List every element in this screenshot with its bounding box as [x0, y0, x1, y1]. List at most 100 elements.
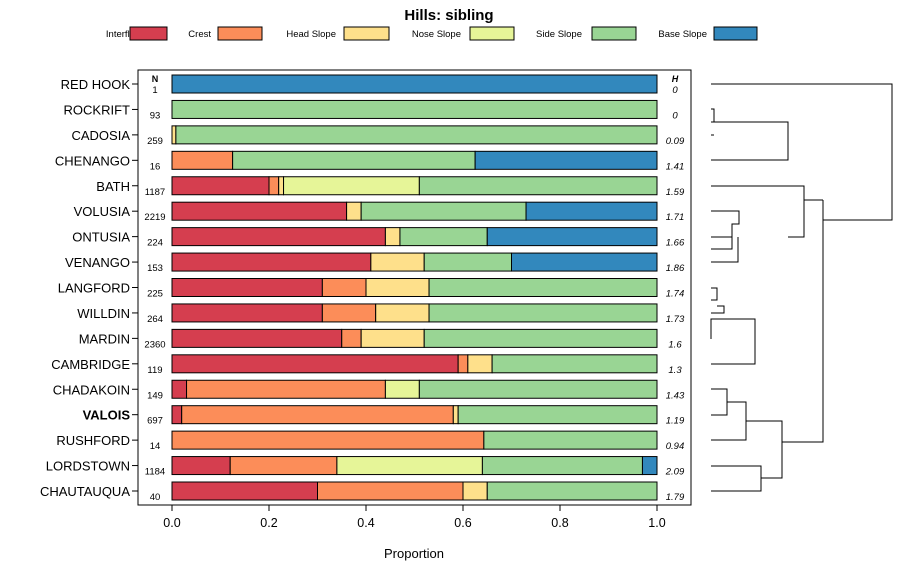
bar-chadakoin-crest	[186, 379, 386, 399]
bar-cadosia-side-slope	[175, 125, 658, 145]
category-label-valois: VALOIS	[83, 408, 131, 423]
bar-lordstown-base-slope	[641, 456, 658, 476]
bar-bath-side-slope	[418, 176, 658, 196]
h-value-cambridge: 1.3	[668, 365, 682, 376]
dendrogram-branch	[711, 305, 725, 314]
bar-chadakoin-side-slope	[418, 379, 658, 399]
bar-cambridge-interfluve	[171, 354, 459, 374]
category-label-chadakoin: CHADAKOIN	[53, 382, 130, 397]
category-label-rushford: RUSHFORD	[56, 433, 130, 448]
dendrogram-branch	[711, 420, 783, 479]
bar-chenango-crest	[171, 150, 234, 170]
h-value-valois: 1.19	[666, 416, 685, 427]
bar-valois-side-slope	[457, 405, 658, 425]
h-value-ontusia: 1.66	[666, 238, 685, 249]
category-label-cambridge: CAMBRIDGE	[51, 357, 130, 372]
bar-venango-base-slope	[511, 252, 658, 272]
x-tick-label: 0.4	[357, 516, 374, 530]
bar-cambridge-crest	[457, 354, 469, 374]
bar-valois-head-slope	[452, 405, 459, 425]
x-axis-label: Proportion	[384, 546, 444, 561]
bar-venango-side-slope	[423, 252, 513, 272]
h-value-langford: 1.74	[666, 289, 685, 300]
chart-title: Hills: sibling	[404, 7, 493, 24]
bar-volusia-side-slope	[360, 201, 527, 221]
x-tick-label: 1.0	[648, 516, 665, 530]
bar-willdin-side-slope	[428, 303, 658, 323]
bar-cadosia-head-slope	[171, 125, 177, 145]
h-value-willdin: 1.73	[666, 314, 685, 325]
bar-langford-head-slope	[365, 278, 430, 297]
dendrogram-branch	[782, 200, 824, 443]
n-value-rushford: 14	[150, 441, 161, 452]
dendrogram-branch	[710, 318, 755, 339]
x-tick-label: 0.0	[163, 516, 180, 530]
bar-venango-head-slope	[370, 252, 425, 272]
bar-langford-interfluve	[171, 278, 323, 297]
category-label-red-hook: RED HOOK	[61, 77, 131, 92]
category-label-chenango: CHENANGO	[55, 153, 130, 168]
n-value-ontusia: 224	[147, 238, 163, 249]
category-label-cadosia: CADOSIA	[71, 128, 130, 143]
dendrogram-branch	[711, 83, 893, 221]
n-value-langford: 225	[147, 289, 163, 300]
bar-chenango-side-slope	[232, 150, 476, 170]
n-column-header: N	[152, 74, 159, 84]
bar-cambridge-head-slope	[467, 354, 493, 374]
dendrogram-branch	[711, 478, 762, 492]
n-value-chadakoin: 149	[147, 390, 163, 401]
n-value-venango: 153	[147, 263, 163, 274]
bar-willdin-crest	[321, 303, 377, 323]
n-value-rockrift: 93	[150, 110, 161, 121]
dendrogram-branch	[711, 287, 718, 301]
n-value-chautauqua: 40	[150, 492, 161, 503]
legend-swatch-base-slope	[713, 26, 758, 41]
h-value-rushford: 0.94	[666, 441, 685, 452]
category-label-rockrift: ROCKRIFT	[64, 102, 131, 117]
bar-chenango-base-slope	[474, 150, 658, 170]
bar-volusia-head-slope	[346, 201, 362, 221]
dendrogram-branch	[711, 108, 715, 123]
bar-mardin-crest	[341, 328, 362, 348]
bar-chadakoin-nose-slope	[384, 379, 420, 399]
plot-area: N H RED HOOK 1 0 ROCKRIFT 93 0 CADOSIA 259 0.09 CHE…	[40, 69, 692, 530]
bar-mardin-interfluve	[171, 328, 343, 348]
category-label-chautauqua: CHAUTAUQUA	[40, 484, 130, 499]
category-label-volusia: VOLUSIA	[74, 204, 131, 219]
category-label-mardin: MARDIN	[79, 331, 130, 346]
legend-label-base-slope: Base Slope	[658, 29, 707, 40]
h-value-bath: 1.59	[666, 187, 685, 198]
category-label-willdin: WILLDIN	[77, 306, 130, 321]
bar-willdin-interfluve	[171, 303, 323, 323]
n-value-volusia: 2219	[144, 212, 165, 223]
h-value-chenango: 1.41	[666, 161, 685, 172]
bar-ontusia-head-slope	[384, 227, 401, 247]
h-value-mardin: 1.6	[668, 339, 682, 350]
h-value-chadakoin: 1.43	[666, 390, 685, 401]
h-value-chautauqua: 1.79	[666, 492, 685, 503]
bar-langford-crest	[321, 278, 367, 297]
bar-chadakoin-interfluve	[171, 379, 188, 399]
bar-cambridge-side-slope	[491, 354, 658, 374]
bar-ontusia-base-slope	[486, 227, 658, 247]
dendrogram-branch	[711, 121, 789, 161]
bar-langford-side-slope	[428, 278, 658, 297]
legend-label-head-slope: Head Slope	[286, 29, 336, 40]
bar-willdin-head-slope	[375, 303, 430, 323]
n-value-cadosia: 259	[147, 136, 163, 147]
h-value-rockrift: 0	[672, 110, 678, 121]
x-tick-label: 0.8	[551, 516, 568, 530]
bar-chautauqua-interfluve	[171, 481, 318, 501]
h-value-red-hook: 0	[672, 85, 678, 96]
category-label-langford: LANGFORD	[58, 281, 130, 296]
legend-swatch-nose-slope	[469, 26, 515, 41]
legend-swatch-crest	[217, 26, 263, 41]
n-value-mardin: 2360	[144, 339, 165, 350]
dendrogram-branch	[711, 388, 728, 416]
bar-chautauqua-head-slope	[462, 481, 488, 501]
bar-bath-head-slope	[278, 176, 285, 196]
bar-lordstown-side-slope	[481, 456, 643, 476]
bar-ontusia-side-slope	[399, 227, 488, 247]
bar-venango-interfluve	[171, 252, 372, 272]
bar-bath-nose-slope	[283, 176, 420, 196]
